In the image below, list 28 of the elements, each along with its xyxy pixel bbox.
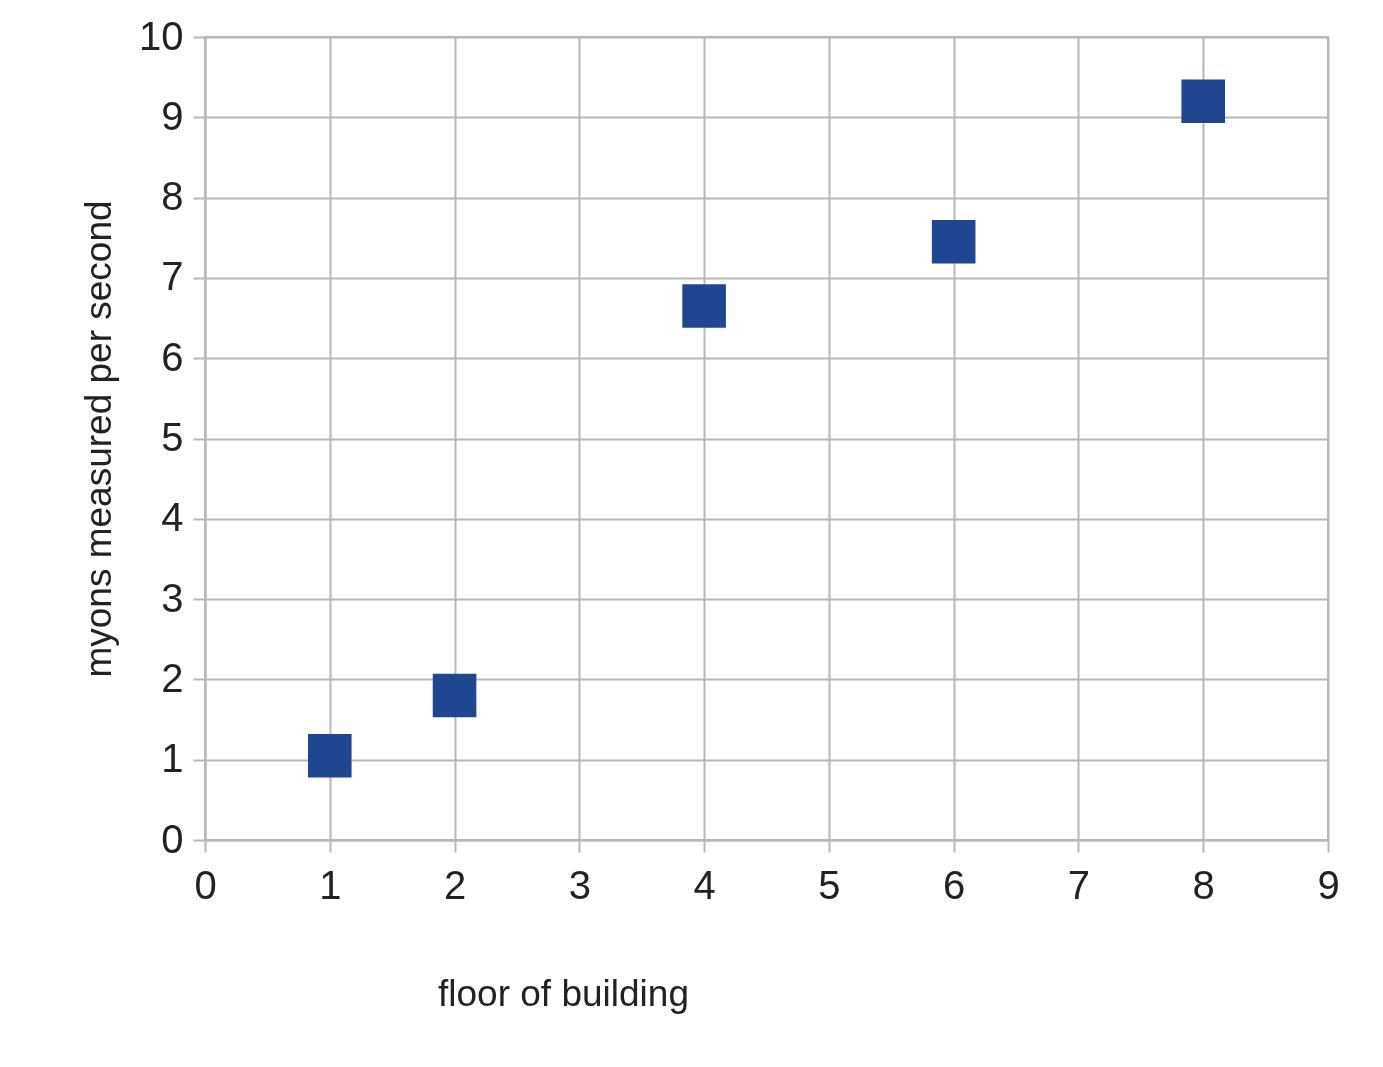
point bbox=[1181, 79, 1226, 124]
y-axis-title: myons measured per second bbox=[78, 200, 120, 678]
point bbox=[931, 219, 976, 264]
y-tick-label: 7 bbox=[161, 254, 184, 299]
point bbox=[307, 733, 352, 778]
x-tick-label: 3 bbox=[568, 862, 591, 907]
x-tick-label: 9 bbox=[1317, 862, 1340, 907]
x-axis-title: floor of building bbox=[438, 972, 689, 1014]
point bbox=[682, 284, 726, 328]
x-tick-label: 7 bbox=[1067, 862, 1091, 907]
x-tick-label: 4 bbox=[693, 862, 716, 907]
y-tick-label: 6 bbox=[161, 334, 184, 379]
x-tick-label: 8 bbox=[1192, 862, 1215, 907]
x-tick-label: 6 bbox=[943, 862, 966, 907]
x-tick-label: 2 bbox=[443, 862, 467, 907]
y-tick-label: 9 bbox=[161, 93, 184, 138]
y-tick-label: 4 bbox=[161, 495, 184, 540]
x-tick-label: 5 bbox=[818, 862, 841, 907]
y-tick-label: 2 bbox=[161, 655, 184, 700]
x-tick-label: 1 bbox=[319, 862, 342, 907]
y-tick-label: 10 bbox=[139, 13, 184, 58]
point bbox=[432, 673, 477, 718]
y-tick-label: 1 bbox=[161, 736, 184, 781]
y-tick-label: 3 bbox=[161, 575, 184, 620]
x-tick-label: 0 bbox=[194, 862, 217, 907]
y-tick-label: 8 bbox=[161, 174, 184, 219]
y-tick-label: 5 bbox=[161, 415, 184, 459]
y-tick-label: 0 bbox=[161, 816, 184, 861]
